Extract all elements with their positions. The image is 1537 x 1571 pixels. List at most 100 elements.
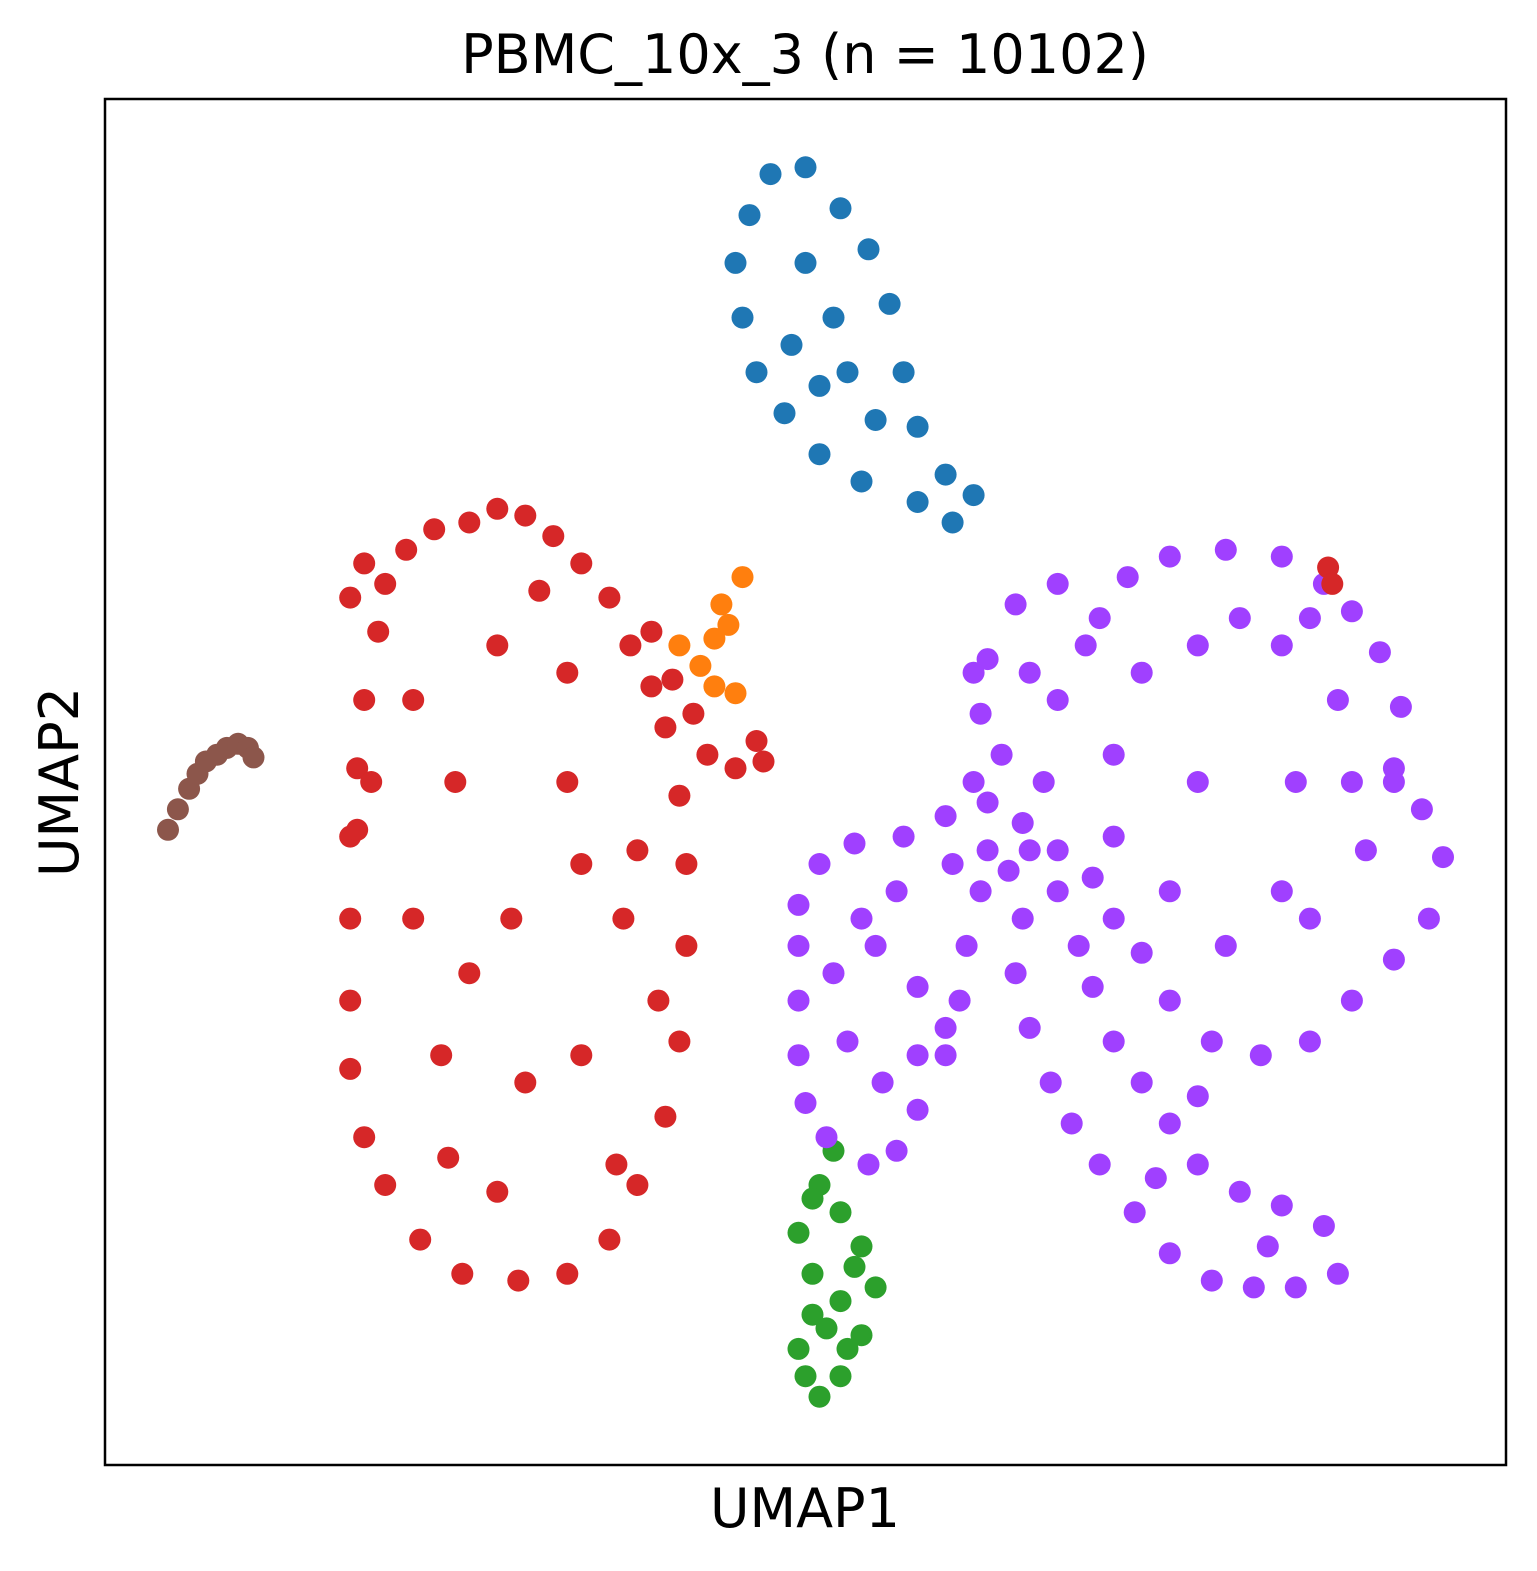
data-point: [724, 251, 747, 274]
data-point: [745, 730, 768, 752]
data-point: [1046, 572, 1069, 595]
data-point: [1102, 1030, 1125, 1053]
data-point: [864, 409, 887, 431]
data-point: [1256, 1235, 1279, 1258]
data-point: [836, 361, 859, 384]
data-point: [1340, 771, 1363, 793]
data-point: [1102, 825, 1125, 848]
data-point: [556, 1262, 579, 1285]
data-point: [242, 746, 265, 769]
data-point: [1060, 1112, 1083, 1135]
data-point: [696, 743, 719, 766]
cluster-6: [157, 732, 265, 841]
data-point: [640, 620, 663, 643]
data-point: [864, 934, 887, 957]
data-point: [612, 907, 635, 930]
data-point: [892, 825, 915, 848]
data-point: [787, 1044, 810, 1067]
data-point: [1214, 538, 1237, 561]
chart-title: PBMC_10x_3 (n = 10102): [461, 23, 1149, 86]
data-point: [626, 839, 649, 862]
data-point: [941, 511, 964, 534]
data-point: [969, 702, 992, 725]
data-point: [780, 333, 803, 356]
data-point: [1410, 798, 1433, 821]
data-point: [654, 716, 677, 739]
data-point: [598, 1228, 621, 1251]
data-point: [458, 962, 481, 985]
data-point: [514, 504, 537, 527]
data-point: [1228, 607, 1251, 630]
data-point: [829, 197, 852, 220]
data-point: [731, 306, 754, 329]
data-point: [1046, 839, 1069, 862]
data-point: [570, 552, 593, 575]
data-point: [1158, 989, 1181, 1012]
data-point: [395, 538, 418, 561]
data-point: [850, 1324, 873, 1347]
data-point: [857, 1153, 880, 1176]
data-point: [941, 853, 964, 875]
data-point: [1270, 1194, 1293, 1217]
data-point: [1074, 634, 1097, 657]
data-point: [598, 586, 621, 609]
data-point: [906, 1044, 929, 1067]
data-point: [542, 525, 565, 548]
data-point: [1200, 1269, 1223, 1292]
data-point: [1298, 907, 1321, 930]
data-point: [829, 1201, 852, 1224]
data-point: [822, 962, 845, 985]
data-point: [997, 859, 1020, 882]
data-point: [738, 204, 761, 227]
data-point: [437, 1146, 460, 1169]
data-point: [787, 893, 810, 916]
data-point: [717, 613, 740, 636]
data-point: [990, 743, 1013, 766]
data-point: [1284, 1276, 1307, 1299]
points-layer: [157, 156, 1454, 1408]
data-point: [878, 292, 901, 315]
data-point: [500, 907, 523, 930]
data-point: [640, 675, 663, 698]
data-point: [808, 374, 831, 397]
data-point: [647, 989, 670, 1012]
data-point: [682, 702, 705, 725]
data-point: [1123, 1201, 1146, 1224]
plot-frame: [103, 97, 1508, 1467]
data-point: [556, 771, 579, 793]
data-point: [458, 511, 481, 534]
data-point: [794, 156, 817, 179]
data-point: [1018, 839, 1041, 862]
data-point: [486, 634, 509, 657]
data-point: [360, 771, 383, 793]
data-point: [962, 771, 985, 793]
data-point: [346, 757, 369, 780]
data-point: [948, 989, 971, 1012]
data-point: [1144, 1167, 1167, 1190]
data-point: [850, 1235, 873, 1258]
data-point: [668, 1030, 691, 1053]
data-point: [787, 934, 810, 957]
data-point: [430, 1044, 453, 1067]
data-point: [339, 989, 362, 1012]
data-point: [1130, 1071, 1153, 1094]
cluster-4: [787, 538, 1454, 1299]
data-point: [934, 463, 957, 486]
data-point: [675, 853, 698, 875]
data-point: [1340, 600, 1363, 623]
data-point: [1186, 1153, 1209, 1176]
data-point: [808, 1385, 831, 1408]
data-point: [1186, 1085, 1209, 1108]
data-point: [528, 579, 551, 602]
data-point: [1004, 593, 1027, 616]
data-point: [661, 668, 684, 691]
data-point: [1326, 689, 1349, 711]
data-point: [794, 251, 817, 274]
data-point: [934, 805, 957, 828]
data-point: [514, 1071, 537, 1094]
data-point: [486, 1180, 509, 1203]
data-point: [1039, 1071, 1062, 1094]
data-point: [850, 470, 873, 493]
data-point: [808, 443, 831, 466]
data-point: [409, 1228, 432, 1251]
